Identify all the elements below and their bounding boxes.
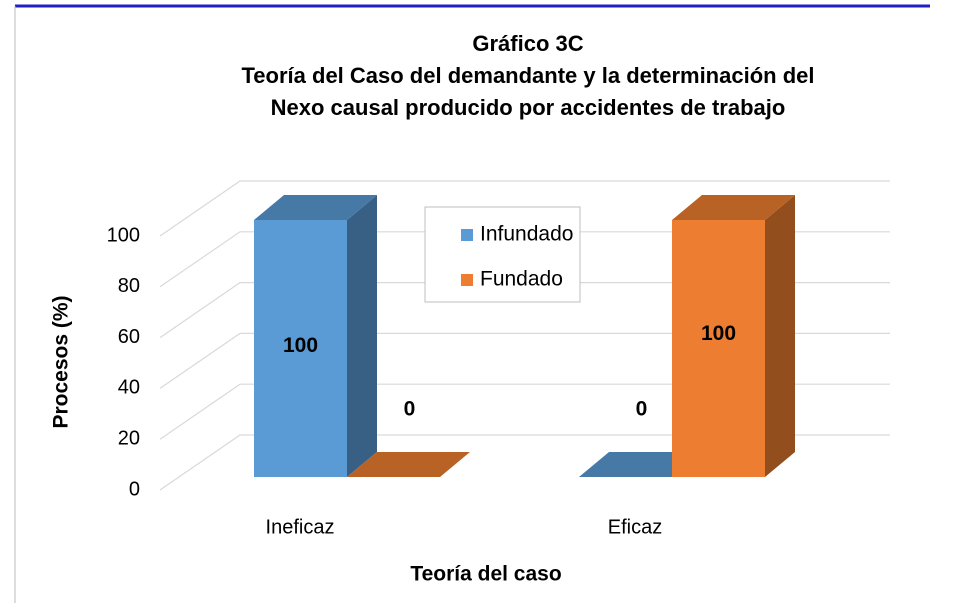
y-tick-label: 80: [118, 275, 140, 297]
legend-box: [424, 206, 581, 303]
y-tick-label: 0: [129, 478, 140, 500]
bar: [254, 195, 377, 477]
bar: [672, 195, 795, 477]
bar-front: [672, 220, 765, 477]
bar-side: [765, 195, 795, 477]
legend-swatch: [461, 274, 473, 286]
bar-top: [672, 195, 795, 220]
chart-title: Gráfico 3C: [472, 31, 583, 56]
legend-label: Infundado: [480, 223, 573, 246]
x-tick-label: Ineficaz: [266, 516, 335, 538]
bar-top: [254, 195, 377, 220]
bar: [579, 452, 702, 477]
chart-title: Teoría del Caso del demandante y la dete…: [242, 63, 815, 88]
grid-line: [159, 180, 890, 237]
legend-label: Fundado: [480, 268, 563, 291]
bar-front: [254, 220, 347, 477]
data-label: 100: [701, 322, 736, 345]
data-label: 0: [636, 398, 648, 421]
bar-side: [347, 195, 377, 477]
x-axis-title: Teoría del caso: [410, 563, 561, 586]
bar-top: [579, 452, 702, 477]
y-tick-label: 100: [107, 224, 140, 246]
y-tick-label: 40: [118, 377, 140, 399]
data-label: 0: [404, 398, 416, 421]
chart-title: Nexo causal producido por accidentes de …: [271, 95, 786, 120]
y-tick-label: 20: [118, 427, 140, 449]
bar: [347, 452, 470, 477]
data-label: 100: [283, 334, 318, 357]
x-tick-label: Eficaz: [608, 516, 662, 538]
y-tick-label: 60: [118, 326, 140, 348]
legend-swatch: [461, 229, 473, 241]
bar-top: [347, 452, 470, 477]
y-axis-title: Procesos (%): [50, 295, 73, 428]
